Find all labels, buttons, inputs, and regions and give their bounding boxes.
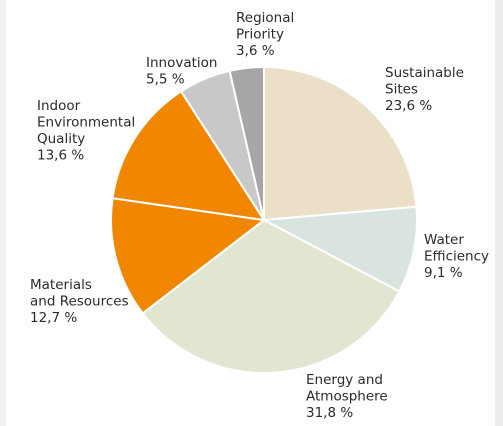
slice-value-1: 9,1 % [424, 265, 463, 281]
pie-slice-0 [263, 65, 418, 222]
pie-slice-1 [260, 205, 418, 293]
pie-slice-2 [141, 218, 401, 374]
slice-value-4: 13,6 % [37, 148, 84, 164]
pie-slice-3 [110, 197, 267, 315]
slice-value-5: 5,5 % [146, 72, 185, 88]
slice-value-0: 23,6 % [385, 98, 432, 114]
slice-value-2: 31,8 % [306, 405, 353, 421]
pie-slice-4 [111, 89, 267, 222]
slice-label-line-6-1: Priority [236, 27, 284, 43]
slice-label-line-0-0: Sustainable [385, 65, 464, 81]
slice-value-6: 3,6 % [236, 43, 275, 59]
slice-label-line-2-1: Atmosphere [306, 389, 388, 405]
slice-label-line-2-0: Energy and [306, 372, 383, 388]
slice-label-line-4-1: Environmental [37, 115, 135, 131]
slice-label-line-1-1: Efficiency [424, 249, 489, 265]
slice-label-line-1-0: Water [424, 232, 464, 248]
slice-label-line-4-0: Indoor [37, 98, 81, 114]
slice-value-3: 12,7 % [30, 310, 77, 326]
pie-slice-6 [228, 65, 265, 221]
slice-label-line-0-1: Sites [385, 82, 418, 98]
right-border [495, 0, 503, 426]
slice-label-line-3-1: and Resources [30, 294, 129, 310]
left-border [0, 0, 6, 426]
slice-label-line-5-0: Innovation [146, 55, 217, 71]
slice-label-line-4-2: Quality [37, 131, 85, 147]
slice-label-line-6-0: Regional [236, 10, 294, 26]
slice-label-line-3-0: Materials [30, 277, 92, 293]
